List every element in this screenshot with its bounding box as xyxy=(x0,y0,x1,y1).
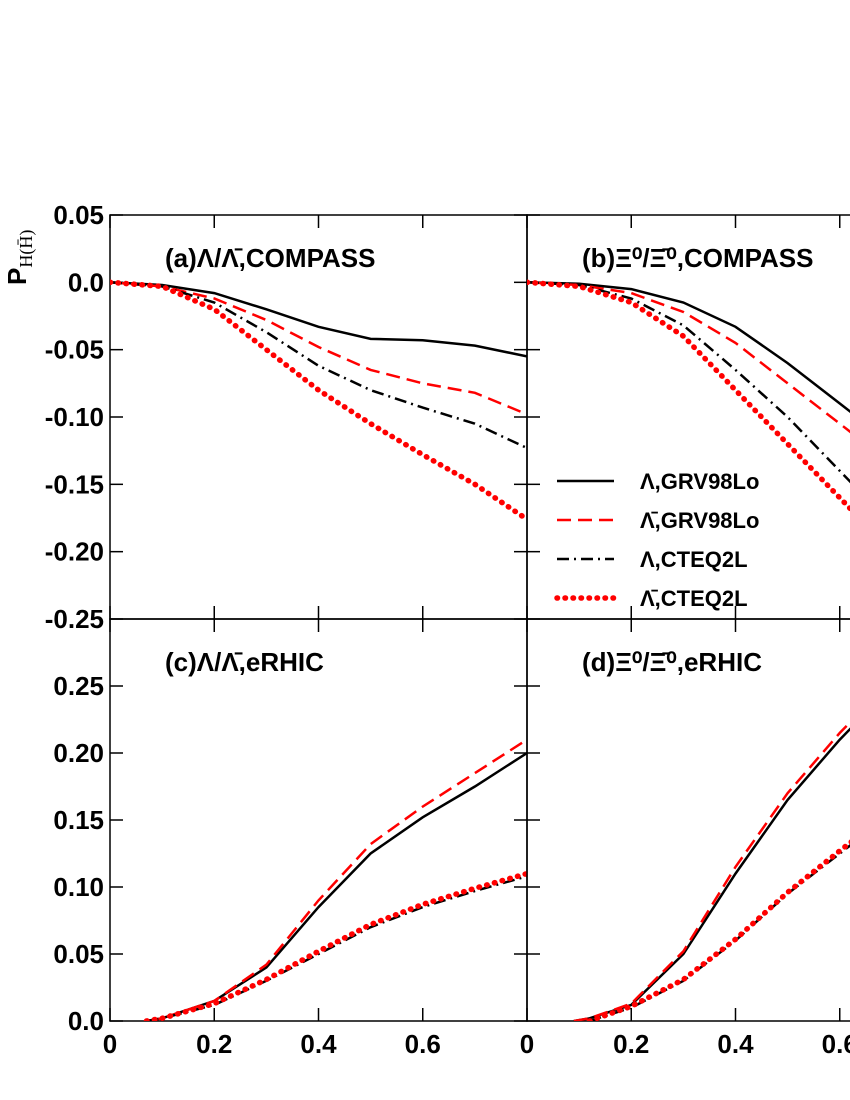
plot-frame xyxy=(109,618,528,1022)
series-line xyxy=(527,281,850,484)
panel-title: (c)Λ/Λ̄,eRHIC xyxy=(165,647,324,677)
y-tick-label: 0.15 xyxy=(53,805,104,835)
panel-title: (b)Ξ⁰/Ξ̄⁰,COMPASS xyxy=(582,243,814,273)
x-tick-label: 0.6 xyxy=(822,1029,850,1059)
y-tick-label: -0.20 xyxy=(45,537,104,567)
series-line xyxy=(110,281,527,416)
legend-label: Λ̄,GRV98Lo xyxy=(640,508,759,533)
x-tick-label: 0.6 xyxy=(405,1029,441,1059)
y-tick-label: 0.0 xyxy=(68,267,104,297)
y-tick-label: -0.05 xyxy=(45,335,104,365)
y-tick-label: 0.05 xyxy=(53,200,104,230)
panel-title: (d)Ξ⁰/Ξ̄⁰,eRHIC xyxy=(582,647,762,677)
panel-title: (a)Λ/Λ̄,COMPASS xyxy=(165,243,375,273)
series-line xyxy=(527,281,850,434)
series-line xyxy=(146,738,527,1021)
series-line xyxy=(110,281,527,358)
y-tick-label: 0.0 xyxy=(68,1006,104,1036)
series-line xyxy=(110,279,527,523)
y-axis-label-main: P xyxy=(2,268,32,285)
y-tick-label: -0.15 xyxy=(45,469,104,499)
legend-label: Λ̄,CTEQ2L xyxy=(640,586,748,611)
series-line xyxy=(527,281,850,413)
plot-frame xyxy=(526,618,850,1022)
series-line xyxy=(573,727,850,1021)
x-tick-label: 0.2 xyxy=(196,1029,232,1059)
y-axis-label: PH(H̄) xyxy=(2,230,37,285)
series-line xyxy=(143,870,527,1021)
y-tick-label: 0.20 xyxy=(53,738,104,768)
series-line xyxy=(573,720,850,1021)
legend-label: Λ,GRV98Lo xyxy=(640,469,759,494)
y-tick-label: -0.25 xyxy=(45,604,104,634)
series-line xyxy=(527,279,850,513)
series-line xyxy=(146,751,527,1021)
x-tick-label: 0 xyxy=(520,1029,534,1059)
series-line xyxy=(589,844,850,1021)
y-tick-label: 0.05 xyxy=(53,939,104,969)
y-tick-label: 0.25 xyxy=(53,671,104,701)
series-line xyxy=(110,281,527,450)
y-axis-label-sub: H(H̄) xyxy=(16,230,37,268)
x-tick-label: 0.2 xyxy=(613,1029,649,1059)
x-tick-label: 0 xyxy=(103,1029,117,1059)
x-tick-label: 0.4 xyxy=(300,1029,337,1059)
y-tick-label: -0.10 xyxy=(45,402,104,432)
plot-frame xyxy=(109,214,528,620)
series-line xyxy=(146,875,527,1021)
x-tick-label: 0.4 xyxy=(717,1029,754,1059)
legend-label: Λ,CTEQ2L xyxy=(640,547,748,572)
series-line xyxy=(586,839,850,1021)
y-tick-label: 0.10 xyxy=(53,872,104,902)
